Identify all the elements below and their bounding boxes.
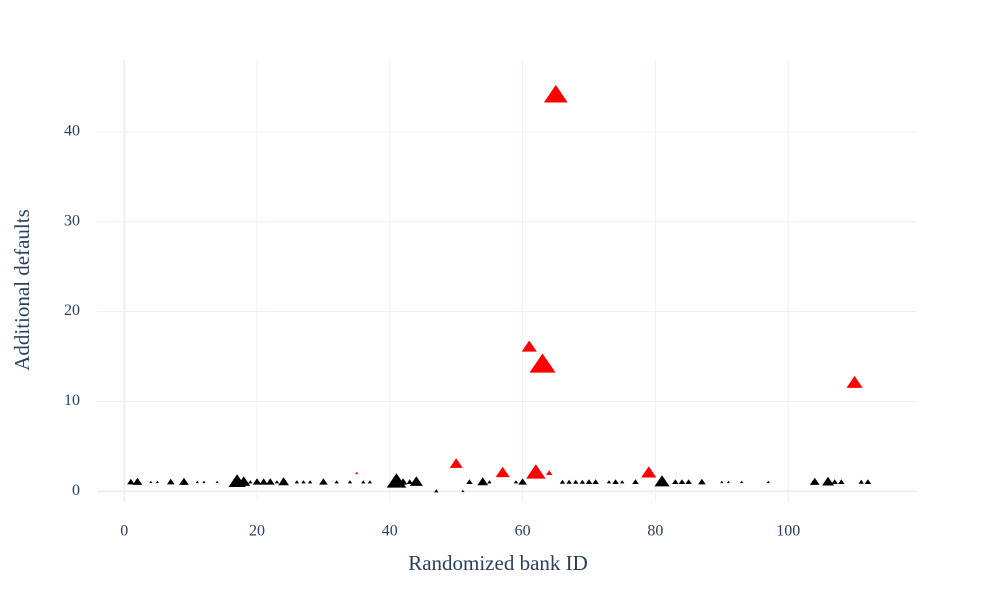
triangle-marker (307, 480, 313, 484)
triangle-marker (526, 464, 546, 479)
triangle-marker (632, 479, 639, 485)
triangle-marker (132, 477, 143, 485)
triangle-marker (726, 480, 731, 484)
y-tick-label: 20 (64, 302, 80, 319)
triangle-marker (685, 479, 692, 485)
triangle-marker (409, 476, 423, 486)
triangle-marker (334, 480, 339, 484)
triangle-marker (237, 476, 251, 486)
triangle-marker (698, 478, 706, 485)
triangle-marker (846, 375, 863, 388)
triangle-marker (858, 479, 864, 484)
triangle-marker (406, 479, 413, 485)
triangle-marker (301, 480, 306, 484)
triangle-marker (319, 478, 328, 485)
triangle-marker (678, 479, 686, 485)
triangle-marker (347, 480, 353, 484)
triangle-marker (398, 478, 408, 485)
triangle-marker (864, 479, 872, 485)
triangle-marker (461, 489, 465, 493)
triangle-marker (127, 478, 135, 485)
x-axis-title: Randomized bank ID (408, 551, 588, 575)
triangle-marker (612, 479, 619, 485)
triangle-marker (579, 479, 586, 484)
triangle-marker (545, 470, 553, 476)
triangle-marker (822, 476, 834, 486)
triangle-marker (248, 480, 253, 484)
triangle-marker (294, 480, 300, 484)
triangle-marker (766, 480, 770, 484)
triangle-marker (521, 340, 537, 352)
triangle-marker (202, 480, 206, 484)
triangle-marker (252, 478, 262, 485)
triangle-marker (367, 480, 373, 484)
y-tick-label: 30 (64, 212, 80, 229)
triangle-marker (529, 353, 556, 373)
triangle-marker (831, 479, 838, 485)
triangle-marker (573, 479, 579, 484)
triangle-marker (518, 478, 527, 485)
triangle-marker (274, 480, 280, 484)
x-tick-label: 80 (647, 523, 663, 540)
triangle-marker (361, 480, 366, 484)
triangle-marker (809, 477, 820, 485)
triangle-marker (166, 478, 175, 485)
y-tick-label: 0 (72, 482, 80, 499)
triangle-marker (477, 477, 489, 486)
triangle-marker (259, 478, 268, 485)
triangle-marker (720, 480, 724, 484)
triangle-marker (585, 479, 593, 485)
triangle-marker (195, 480, 199, 484)
x-tick-label: 0 (120, 523, 128, 540)
triangle-marker (434, 489, 439, 493)
triangle-marker (620, 480, 625, 484)
triangle-marker (672, 479, 679, 485)
triangle-marker (495, 466, 510, 478)
triangle-marker (449, 458, 463, 468)
triangle-marker (641, 466, 657, 478)
triangle-marker (179, 477, 189, 485)
y-tick-label: 10 (64, 392, 80, 409)
x-tick-label: 60 (515, 523, 531, 540)
triangle-marker (740, 480, 744, 484)
triangle-marker (149, 480, 153, 484)
x-tick-label: 20 (249, 523, 265, 540)
triangle-marker (566, 479, 572, 484)
triangle-marker (215, 480, 219, 484)
triangle-marker (559, 479, 566, 484)
triangle-marker (543, 84, 568, 103)
triangle-marker (265, 478, 275, 485)
triangle-marker (487, 480, 492, 484)
triangle-marker (654, 475, 670, 487)
triangle-marker (838, 479, 845, 485)
x-tick-label: 100 (776, 523, 800, 540)
triangle-marker (466, 479, 473, 485)
triangle-marker (354, 471, 359, 475)
triangle-marker (606, 480, 612, 484)
triangle-marker (592, 479, 599, 485)
triangle-marker (513, 480, 519, 484)
triangle-marker (155, 480, 160, 484)
x-tick-label: 40 (382, 523, 398, 540)
triangle-marker (278, 477, 289, 486)
y-axis-title: Additional defaults (10, 209, 34, 371)
y-tick-label: 40 (64, 123, 80, 140)
